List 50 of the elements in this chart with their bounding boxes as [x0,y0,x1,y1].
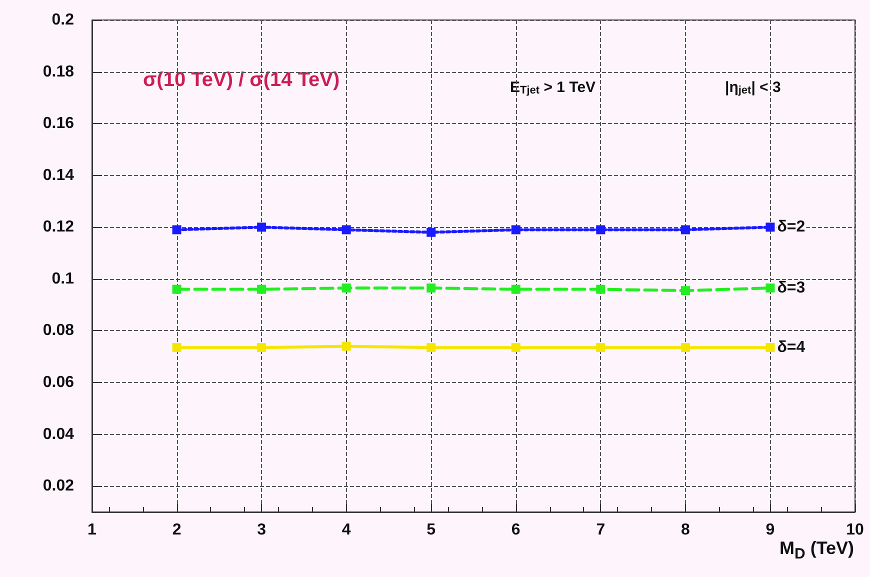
point [680,225,690,234]
x-axis-title: M$_{D}$ (TeV) [779,538,854,563]
x-tick-label: 2 [172,522,182,538]
x-tick-label: 7 [596,522,606,538]
x-tick-label: 5 [426,522,436,538]
point [257,284,266,294]
point [426,228,436,237]
x-tick-label: 9 [766,522,775,538]
y-tick-label: 0.2 [52,12,74,28]
point [680,343,690,352]
y-tick-label: 0.08 [42,322,74,340]
point [766,343,775,352]
x-tick-label: 1 [88,522,97,538]
point [680,286,690,296]
point [172,225,182,234]
x-tick-label: 4 [342,522,351,538]
y-tick-label: 0.06 [42,374,74,392]
point [172,284,182,294]
point [342,284,351,293]
x-tick-label: 3 [257,522,266,538]
point [342,342,351,351]
y-tick-label: 0.02 [42,478,74,495]
y-tick-label: 0.18 [42,63,74,80]
point [257,222,266,232]
y-tick-label: 0.14 [42,166,74,184]
point [766,284,775,293]
point [511,343,520,352]
series-label: δ=2 [777,218,806,236]
point [511,284,520,294]
point [426,343,436,352]
series-label: δ=4 [777,339,806,356]
y-tick-label: 0.1 [52,270,74,288]
point [342,225,351,234]
point [257,343,266,352]
annotation: |ηjet| < 3 [725,79,781,96]
series-label: δ=3 [777,280,806,297]
y-tick-label: 0.12 [42,218,74,236]
point [426,284,436,293]
point [511,225,520,234]
y-tick-label: 0.04 [42,426,74,443]
x-tick-label: 6 [511,522,520,538]
point [596,225,606,234]
point [766,222,775,232]
point [172,343,182,352]
x-tick-label: 8 [680,522,690,538]
x-tick-label: 10 [846,522,864,538]
point [596,284,606,294]
y-tick-label: 0.16 [42,115,74,132]
point [596,343,606,352]
annotation: σ(10 TeV) / σ(14 TeV) [143,69,340,91]
